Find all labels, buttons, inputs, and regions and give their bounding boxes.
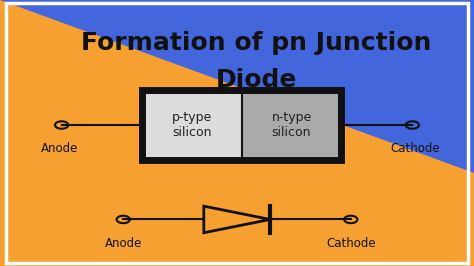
Text: Cathode: Cathode [326,237,375,250]
Text: n-type
silicon: n-type silicon [272,111,311,139]
Bar [242,90,341,160]
Text: Cathode: Cathode [390,143,439,155]
Text: Anode: Anode [41,143,78,155]
Text: Diode: Diode [215,68,297,92]
Bar [142,90,341,160]
Text: p-type
silicon: p-type silicon [172,111,212,139]
Bar [142,90,242,160]
Text: Anode: Anode [105,237,142,250]
Text: Formation of pn Junction: Formation of pn Junction [81,31,431,55]
